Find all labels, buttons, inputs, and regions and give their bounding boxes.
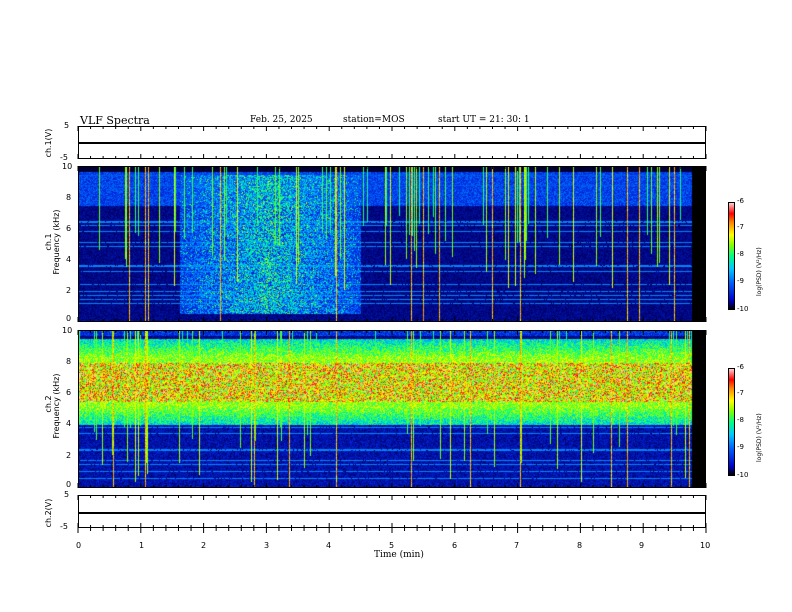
ch1-wave-tick-top: 5 [64, 121, 70, 130]
ch2-spec-tick-10: 10 [62, 326, 73, 335]
start-time-label: start UT = 21: 30: 1 [438, 115, 530, 125]
cb2-label-m8: -8 [737, 416, 744, 424]
chart-title: VLF Spectra [80, 114, 150, 127]
cb2-label-m9: -9 [737, 443, 744, 451]
ch1-spectrogram-canvas [79, 167, 705, 321]
station-label: station=MOS [343, 115, 405, 125]
ch2-spec-tick-8: 8 [66, 357, 72, 366]
x-tick-10: 10 [700, 541, 711, 550]
x-tick-3: 3 [264, 541, 270, 550]
x-axis-label: Time (min) [374, 550, 424, 560]
cb1-label-m10: -10 [737, 305, 749, 313]
ch1-spec-tick-6: 6 [66, 224, 72, 233]
date-label: Feb. 25, 2025 [250, 115, 313, 125]
ch2-spectrogram-panel [78, 330, 706, 488]
ch2-spec-tick-4: 4 [66, 419, 72, 428]
x-tick-2: 2 [201, 541, 207, 550]
ch1-waveform-trace [79, 142, 705, 144]
cb1-label-m9: -9 [737, 277, 744, 285]
ch1-spec-tick-2: 2 [66, 286, 72, 295]
x-tick-0: 0 [76, 541, 82, 550]
ch1-spec-tick-10: 10 [62, 162, 73, 171]
ch2-colorbar [728, 368, 735, 476]
ch1-colorbar [728, 202, 735, 310]
x-tick-6: 6 [452, 541, 458, 550]
ch1-spec-tick-0: 0 [66, 314, 72, 323]
ch2-spec-tick-0: 0 [66, 480, 72, 489]
cb1-label-m6: -6 [737, 197, 744, 205]
cb2-label-m7: -7 [737, 389, 744, 397]
x-tick-5: 5 [389, 541, 395, 550]
cb1-label-m8: -8 [737, 250, 744, 258]
cb2-label-m6: -6 [737, 363, 744, 371]
ch2-spec-tick-2: 2 [66, 451, 72, 460]
ch2-wave-tick-bottom: -5 [60, 522, 68, 531]
cb2-label-m10: -10 [737, 471, 749, 479]
ch1-spec-tick-8: 8 [66, 193, 72, 202]
x-tick-7: 7 [514, 541, 520, 550]
ch2-wave-tick-top: 5 [64, 490, 70, 499]
x-tick-4: 4 [326, 541, 332, 550]
ch1-wave-tick-bottom: -5 [60, 153, 68, 162]
x-tick-1: 1 [139, 541, 145, 550]
x-tick-9: 9 [639, 541, 645, 550]
ch2-spec-tick-6: 6 [66, 388, 72, 397]
ch1-spec-tick-4: 4 [66, 255, 72, 264]
x-tick-8: 8 [577, 541, 583, 550]
ch2-waveform-trace [79, 512, 705, 514]
ch2-spectrogram-canvas [79, 331, 705, 487]
cb1-label-m7: -7 [737, 223, 744, 231]
